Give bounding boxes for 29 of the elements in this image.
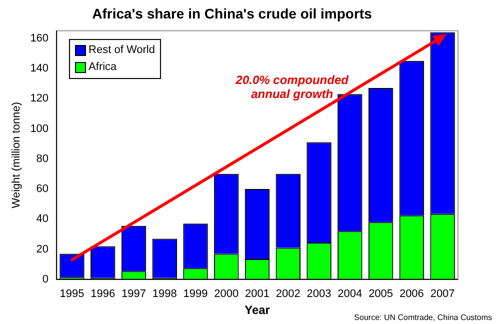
x-tick-label: 1999 [183, 288, 208, 300]
x-tick-label: 2001 [245, 288, 270, 300]
x-tick-label: 2002 [276, 288, 300, 300]
y-tick-label: 40 [36, 213, 49, 226]
x-tick-label: 1997 [122, 288, 146, 300]
y-tick-label: 100 [30, 122, 49, 135]
y-tick-label: 140 [30, 62, 49, 74]
x-tick-label: 2005 [368, 288, 394, 300]
x-tick-label: 1996 [90, 288, 116, 300]
y-tick-label: 80 [36, 152, 49, 165]
y-tick-label: 0 [42, 273, 49, 286]
annotation: 20.0% compounded annual growth [234, 72, 350, 101]
source-note: Source: UN Comtrade, China Customs [354, 313, 492, 322]
legend-label: Africa [88, 60, 117, 75]
y-tick-label: 20 [36, 243, 49, 256]
y-axis-title: Weight (million tonne) [10, 102, 23, 208]
x-tick-label: 1998 [152, 288, 177, 300]
y-tick-label: 120 [30, 92, 49, 105]
x-tick-label: 2000 [214, 288, 239, 300]
x-tick-label: 2003 [306, 288, 332, 300]
chart-title: Africa's share in China's crude oil imports [92, 5, 372, 22]
y-tick-label: 160 [30, 32, 49, 44]
y-tick-label: 60 [36, 183, 49, 196]
x-tick-label: 2004 [338, 288, 362, 300]
x-tick-label: 2006 [399, 288, 424, 300]
x-axis-title: Year [244, 303, 270, 318]
x-tick-label: 2007 [430, 288, 455, 300]
x-tick-label: 1995 [60, 288, 84, 300]
legend-label: Rest of World [88, 42, 155, 58]
